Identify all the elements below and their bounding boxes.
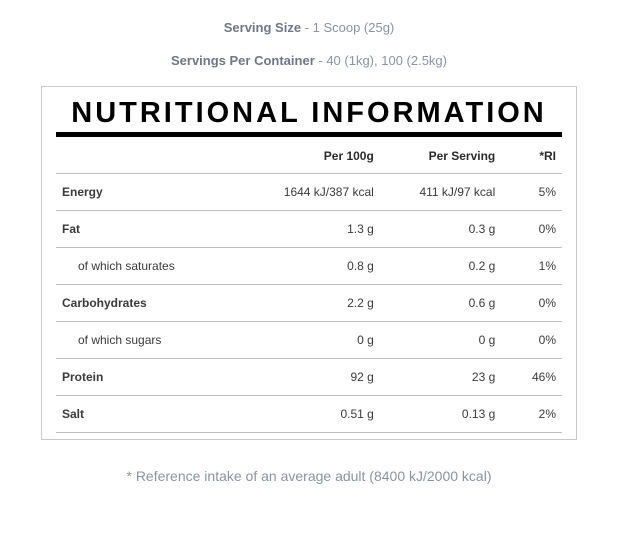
cell-ri: 0% <box>501 322 562 359</box>
reference-intake-footnote: * Reference intake of an average adult (… <box>0 468 618 484</box>
cell-name: Energy <box>56 174 258 211</box>
panel-title: NUTRITIONAL INFORMATION <box>56 97 562 132</box>
nutrition-panel: NUTRITIONAL INFORMATION Per 100g Per Ser… <box>41 86 577 440</box>
cell-perserving: 0 g <box>380 322 501 359</box>
cell-per100g: 2.2 g <box>258 285 379 322</box>
cell-per100g: 0 g <box>258 322 379 359</box>
serving-size-value: - 1 Scoop (25g) <box>301 20 394 35</box>
table-row: Energy 1644 kJ/387 kcal 411 kJ/97 kcal 5… <box>56 174 562 211</box>
serving-size-line: Serving Size - 1 Scoop (25g) <box>0 20 618 35</box>
table-row: Fat 1.3 g 0.3 g 0% <box>56 211 562 248</box>
table-row: of which saturates 0.8 g 0.2 g 1% <box>56 248 562 285</box>
table-row: Carbohydrates 2.2 g 0.6 g 0% <box>56 285 562 322</box>
table-row: of which sugars 0 g 0 g 0% <box>56 322 562 359</box>
cell-per100g: 92 g <box>258 359 379 396</box>
cell-per100g: 1.3 g <box>258 211 379 248</box>
cell-perserving: 0.6 g <box>380 285 501 322</box>
servings-per-container-label: Servings Per Container <box>171 53 315 68</box>
serving-size-label: Serving Size <box>224 20 301 35</box>
cell-name: of which saturates <box>56 248 258 285</box>
table-row: Protein 92 g 23 g 46% <box>56 359 562 396</box>
title-underline <box>56 132 562 137</box>
col-header-name <box>56 139 258 174</box>
cell-ri: 46% <box>501 359 562 396</box>
col-header-ri: *RI <box>501 139 562 174</box>
servings-per-container-line: Servings Per Container - 40 (1kg), 100 (… <box>0 53 618 68</box>
servings-per-container-value: - 40 (1kg), 100 (2.5kg) <box>315 53 447 68</box>
cell-perserving: 23 g <box>380 359 501 396</box>
table-row: Salt 0.51 g 0.13 g 2% <box>56 396 562 433</box>
cell-name: Salt <box>56 396 258 433</box>
cell-perserving: 0.3 g <box>380 211 501 248</box>
cell-ri: 2% <box>501 396 562 433</box>
cell-perserving: 411 kJ/97 kcal <box>380 174 501 211</box>
col-header-per100g: Per 100g <box>258 139 379 174</box>
cell-ri: 0% <box>501 211 562 248</box>
cell-per100g: 1644 kJ/387 kcal <box>258 174 379 211</box>
col-header-perserving: Per Serving <box>380 139 501 174</box>
cell-ri: 0% <box>501 285 562 322</box>
table-header-row: Per 100g Per Serving *RI <box>56 139 562 174</box>
cell-ri: 1% <box>501 248 562 285</box>
cell-name: Protein <box>56 359 258 396</box>
cell-perserving: 0.2 g <box>380 248 501 285</box>
cell-name: of which sugars <box>56 322 258 359</box>
nutrition-table: Per 100g Per Serving *RI Energy 1644 kJ/… <box>56 139 562 433</box>
cell-ri: 5% <box>501 174 562 211</box>
cell-per100g: 0.8 g <box>258 248 379 285</box>
cell-name: Carbohydrates <box>56 285 258 322</box>
cell-perserving: 0.13 g <box>380 396 501 433</box>
cell-per100g: 0.51 g <box>258 396 379 433</box>
cell-name: Fat <box>56 211 258 248</box>
